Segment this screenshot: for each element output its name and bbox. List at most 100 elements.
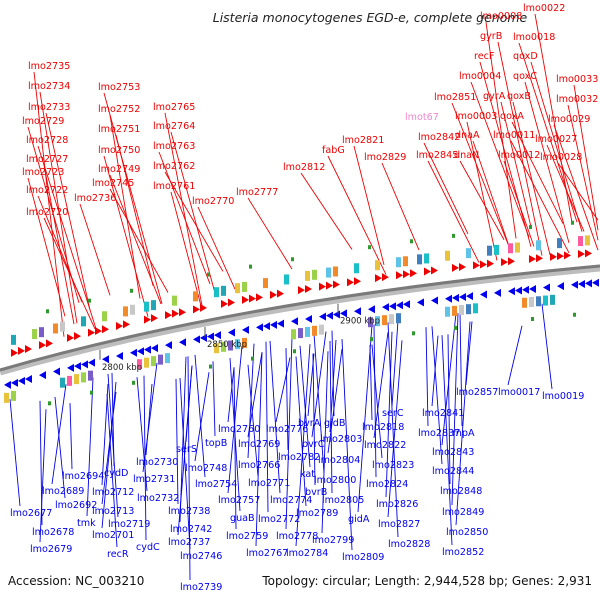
reverse-gene-label: lmo2824	[366, 479, 408, 490]
reverse-gene-label: lmo2748	[185, 463, 227, 474]
reverse-gene-label: lmo2789	[296, 508, 338, 519]
reverse-gene-arrow	[452, 293, 459, 302]
reverse-connector	[275, 357, 291, 423]
feature-block-reverse	[137, 359, 142, 370]
reverse-gene-label: bvrB	[305, 487, 327, 498]
forward-connector	[247, 197, 293, 270]
forward-gene-label: lmo2842	[418, 132, 460, 143]
forward-gene-label: lmo2845	[416, 150, 458, 161]
reverse-gene-arrow	[396, 301, 403, 310]
forward-gene-label: lmo2727	[26, 154, 68, 165]
forward-gene-arrow	[249, 294, 256, 303]
forward-gene-label: lmo2752	[98, 104, 140, 115]
forward-gene-arrow	[221, 299, 228, 308]
reverse-gene-label: lmo2760	[218, 424, 260, 435]
forward-gene-arrow	[550, 252, 557, 261]
forward-gene-arrow	[557, 252, 564, 261]
feature-block-forward	[144, 301, 149, 312]
feature-marker	[48, 401, 51, 406]
forward-gene-arrow	[410, 269, 417, 278]
forward-connector	[573, 84, 599, 231]
feature-block-reverse	[214, 343, 219, 354]
reverse-gene-label: lmo2818	[362, 422, 404, 433]
forward-gene-label: lmo0022	[523, 3, 565, 14]
feature-block-reverse	[88, 370, 93, 381]
feature-block-reverse	[550, 294, 555, 305]
forward-gene-label: lmo2763	[153, 141, 195, 152]
reverse-gene-label: guaB	[230, 513, 255, 524]
forward-gene-arrow	[102, 325, 109, 334]
reverse-connector	[425, 327, 429, 427]
reverse-connector	[313, 333, 325, 474]
reverse-gene-arrow	[74, 362, 81, 371]
reverse-connector	[194, 354, 206, 478]
reverse-gene-arrow	[39, 371, 46, 380]
reverse-gene-label: gidB	[324, 418, 345, 429]
feature-block-reverse	[389, 314, 394, 325]
forward-connector	[423, 142, 469, 235]
forward-gene-label: lmo0032	[556, 94, 598, 105]
forward-gene-arrow	[270, 290, 277, 299]
reverse-gene-arrow	[130, 348, 137, 357]
reverse-gene-label: lmo2776	[266, 424, 308, 435]
forward-gene-arrow	[151, 314, 158, 323]
reverse-gene-label: lmo2679	[30, 544, 72, 555]
genome-summary-text: Topology: circular; Length: 2,944,528 bp…	[261, 574, 592, 588]
feature-marker	[370, 337, 373, 342]
reverse-gene-arrow	[151, 344, 158, 353]
tick-label: 2800 kbp	[102, 363, 142, 373]
feature-block-forward	[424, 253, 429, 264]
feature-block-reverse	[151, 356, 156, 367]
feature-block-reverse	[221, 341, 226, 352]
forward-gene-arrow	[116, 321, 123, 330]
reverse-connector	[391, 320, 399, 407]
reverse-gene-label: lmo2772	[258, 514, 300, 525]
feature-block-forward	[487, 245, 492, 256]
forward-gene-arrow	[67, 333, 74, 342]
reverse-connector	[101, 381, 117, 529]
forward-gene-label: lmo0029	[548, 114, 590, 125]
feature-tracks	[4, 220, 599, 406]
trna-gene-label: lmot67	[405, 112, 439, 123]
reverse-gene-arrow	[585, 279, 592, 288]
forward-gene-arrow	[473, 261, 480, 270]
reverse-connector	[327, 349, 343, 454]
reverse-gene-label: lmo2712	[92, 487, 134, 498]
reverse-connector	[54, 396, 66, 499]
reverse-connector	[285, 337, 293, 530]
reverse-gene-label: lmo0017	[498, 387, 540, 398]
forward-gene-label: fabG	[322, 145, 345, 156]
reverse-gene-label: lmo2701	[92, 530, 134, 541]
feature-marker	[209, 364, 212, 369]
reverse-gene-label: lmo2805	[322, 495, 364, 506]
forward-gene-label: lmo2764	[153, 121, 195, 132]
reverse-gene-arrow	[319, 312, 326, 321]
forward-gene-label: lmo2723	[22, 167, 64, 178]
feature-block-forward	[221, 285, 226, 296]
forward-connector	[530, 61, 583, 232]
forward-gene-arrow	[228, 298, 235, 307]
reverse-gene-label: bvrC	[302, 439, 325, 450]
forward-connector	[451, 102, 511, 250]
tick-label: 2900 kbp	[340, 317, 380, 327]
forward-gene-arrow	[578, 250, 585, 259]
reverse-gene-label: rnpA	[452, 428, 475, 439]
feature-block-reverse	[543, 295, 548, 306]
reverse-gene-arrow	[578, 280, 585, 289]
reverse-gene-arrow	[543, 283, 550, 292]
reverse-gene-arrow	[459, 293, 466, 302]
reverse-gene-arrow	[144, 345, 151, 354]
forward-gene-arrow	[305, 284, 312, 293]
feature-marker	[251, 356, 254, 361]
reverse-connector	[321, 351, 329, 534]
reverse-gene-label: lmo2852	[442, 547, 484, 558]
reverse-connector	[299, 345, 311, 468]
forward-connector	[300, 172, 353, 250]
reverse-connector	[136, 377, 148, 492]
feature-marker	[88, 298, 91, 303]
forward-gene-label: lmo0018	[513, 32, 555, 43]
reverse-gene-label: lmo2719	[108, 519, 150, 530]
feature-marker	[90, 390, 93, 395]
reverse-connector	[329, 340, 333, 494]
